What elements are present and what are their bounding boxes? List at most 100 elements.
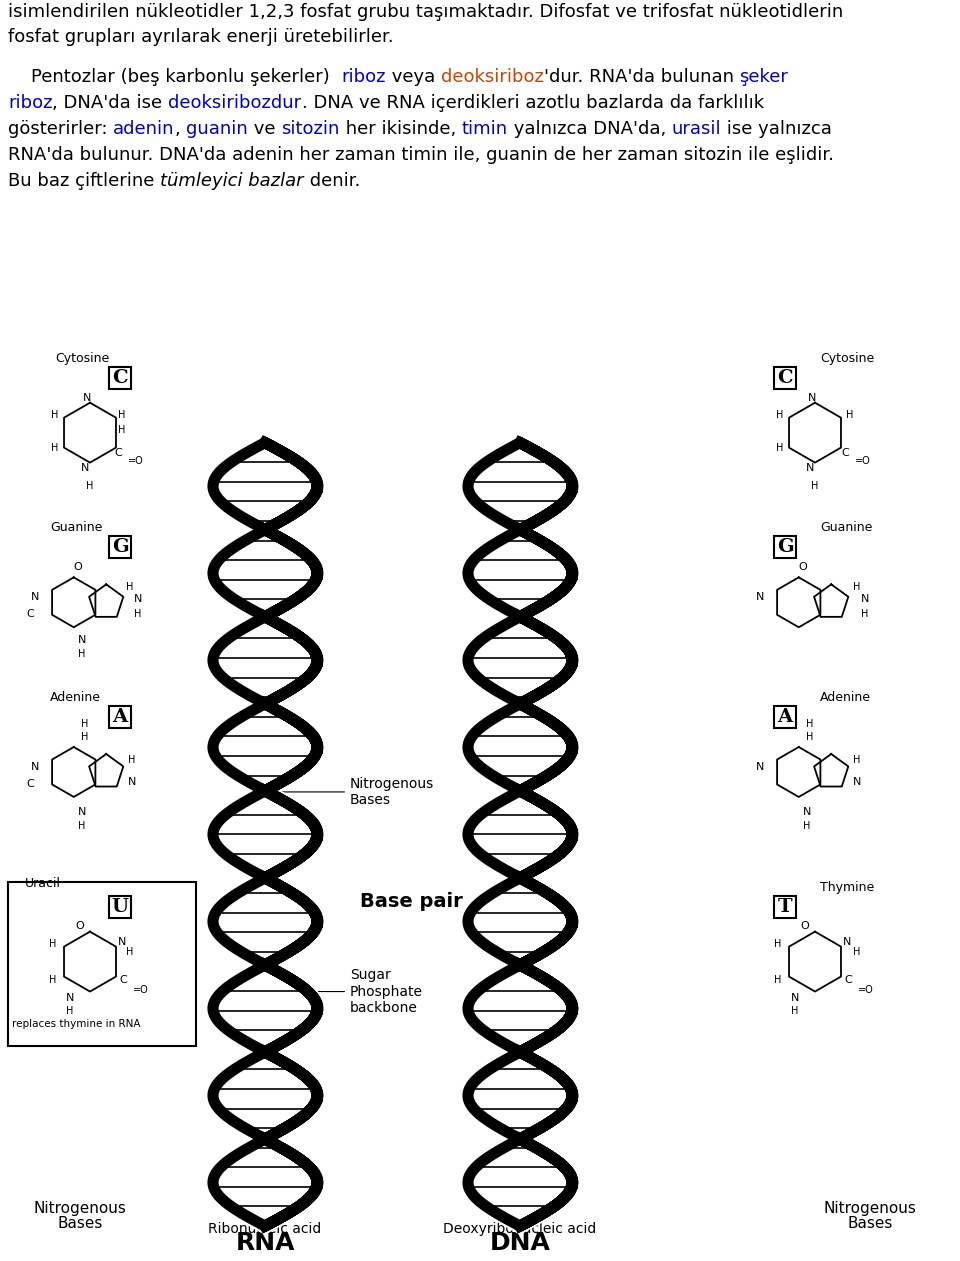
Text: U: U [111, 898, 129, 915]
Text: . DNA ve RNA içerdikleri azotlu bazlarda da farklılık: . DNA ve RNA içerdikleri azotlu bazlarda… [301, 95, 763, 112]
Text: Guanine: Guanine [820, 522, 873, 535]
Text: N: N [803, 807, 811, 817]
Text: T: T [778, 898, 792, 915]
Text: deoksiribozdur: deoksiribozdur [168, 95, 301, 112]
Text: H: H [791, 1006, 799, 1016]
Text: H: H [777, 443, 783, 453]
Text: N: N [31, 762, 39, 772]
Text: N: N [807, 392, 816, 402]
Text: H: H [806, 719, 814, 729]
Text: urasil: urasil [672, 120, 721, 137]
Text: N: N [133, 594, 142, 604]
Text: 'dur. RNA'da bulunan: 'dur. RNA'da bulunan [543, 68, 739, 86]
Text: Nitrogenous: Nitrogenous [824, 1200, 917, 1216]
Text: H: H [51, 410, 59, 420]
Text: =O: =O [133, 985, 149, 995]
Text: C: C [778, 368, 793, 387]
Text: N: N [118, 937, 126, 947]
Text: timin: timin [462, 120, 508, 137]
FancyBboxPatch shape [774, 367, 796, 388]
Text: gösterirler:: gösterirler: [8, 120, 113, 137]
Text: Ribonucleic acid: Ribonucleic acid [208, 1222, 322, 1236]
Text: N: N [66, 992, 74, 1002]
Text: N: N [78, 807, 86, 817]
Text: H: H [86, 480, 94, 491]
Text: C: C [26, 779, 34, 789]
Text: =O: =O [128, 455, 144, 465]
Text: Nitrogenous
Bases: Nitrogenous Bases [277, 777, 434, 807]
Text: Bases: Bases [58, 1216, 103, 1231]
Text: riboz: riboz [341, 68, 386, 86]
Text: guanin: guanin [186, 120, 248, 137]
Text: Cytosine: Cytosine [55, 352, 109, 364]
Text: RNA: RNA [235, 1231, 295, 1255]
Text: Adenine: Adenine [50, 691, 101, 704]
Text: tümleyici bazlar: tümleyici bazlar [160, 171, 303, 190]
Text: N: N [756, 593, 764, 603]
Text: riboz: riboz [8, 95, 53, 112]
FancyBboxPatch shape [109, 706, 131, 728]
Text: N: N [852, 777, 861, 787]
Text: Thymine: Thymine [820, 880, 875, 894]
Text: DNA: DNA [490, 1231, 550, 1255]
Text: G: G [111, 538, 129, 556]
Text: H: H [777, 410, 783, 420]
Text: O: O [799, 562, 807, 572]
Text: H: H [853, 583, 861, 593]
Text: O: O [801, 921, 809, 931]
Text: N: N [128, 777, 136, 787]
Text: Guanine: Guanine [50, 522, 103, 535]
Text: C: C [114, 448, 122, 458]
Text: H: H [806, 733, 814, 741]
Text: isimlendirilen nükleotidler 1,2,3 fosfat grubu taşımaktadır. Difosfat ve trifosf: isimlendirilen nükleotidler 1,2,3 fosfat… [8, 3, 843, 21]
Text: yalnızca DNA'da,: yalnızca DNA'da, [508, 120, 672, 137]
Text: H: H [49, 975, 57, 985]
FancyBboxPatch shape [109, 895, 131, 918]
Text: şeker: şeker [739, 68, 788, 86]
Text: H: H [134, 609, 142, 619]
Text: H: H [853, 947, 861, 957]
Text: H: H [66, 1006, 74, 1016]
Text: N: N [843, 937, 852, 947]
Text: O: O [74, 562, 83, 572]
Text: A: A [112, 709, 128, 726]
Text: RNA'da bulunur. DNA'da adenin her zaman timin ile, guanin de her zaman sitozin i: RNA'da bulunur. DNA'da adenin her zaman … [8, 146, 834, 164]
Text: Bases: Bases [848, 1216, 893, 1231]
Text: H: H [51, 443, 59, 453]
Text: replaces thymine in RNA: replaces thymine in RNA [12, 1019, 140, 1029]
Text: H: H [79, 821, 85, 831]
Text: N: N [81, 463, 89, 473]
Text: C: C [112, 368, 128, 387]
Text: H: H [82, 733, 88, 741]
Text: H: H [853, 755, 861, 765]
Text: Nitrogenous: Nitrogenous [34, 1200, 127, 1216]
FancyBboxPatch shape [774, 706, 796, 728]
Text: H: H [861, 609, 869, 619]
Text: Pentozlar (beş karbonlu şekerler): Pentozlar (beş karbonlu şekerler) [8, 68, 341, 86]
Text: =O: =O [855, 455, 871, 465]
Text: veya: veya [386, 68, 441, 86]
Text: N: N [83, 392, 91, 402]
Text: ,: , [175, 120, 186, 137]
Text: H: H [127, 583, 133, 593]
Text: H: H [118, 410, 126, 420]
Text: O: O [76, 921, 84, 931]
Text: N: N [805, 463, 814, 473]
FancyBboxPatch shape [109, 367, 131, 388]
Text: deoksiriboz: deoksiriboz [441, 68, 543, 86]
Text: denir.: denir. [303, 171, 360, 190]
Text: H: H [49, 938, 57, 948]
Text: H: H [127, 947, 133, 957]
Text: C: C [844, 975, 852, 985]
Text: H: H [129, 755, 135, 765]
FancyBboxPatch shape [109, 536, 131, 559]
FancyBboxPatch shape [774, 895, 796, 918]
Text: Base pair: Base pair [360, 893, 463, 912]
Text: C: C [26, 609, 34, 619]
Text: G: G [777, 538, 793, 556]
Text: Bu baz çiftlerine: Bu baz çiftlerine [8, 171, 160, 190]
Text: Adenine: Adenine [820, 691, 871, 704]
Text: H: H [79, 649, 85, 660]
Text: H: H [811, 480, 819, 491]
Text: ise yalnızca: ise yalnızca [721, 120, 832, 137]
